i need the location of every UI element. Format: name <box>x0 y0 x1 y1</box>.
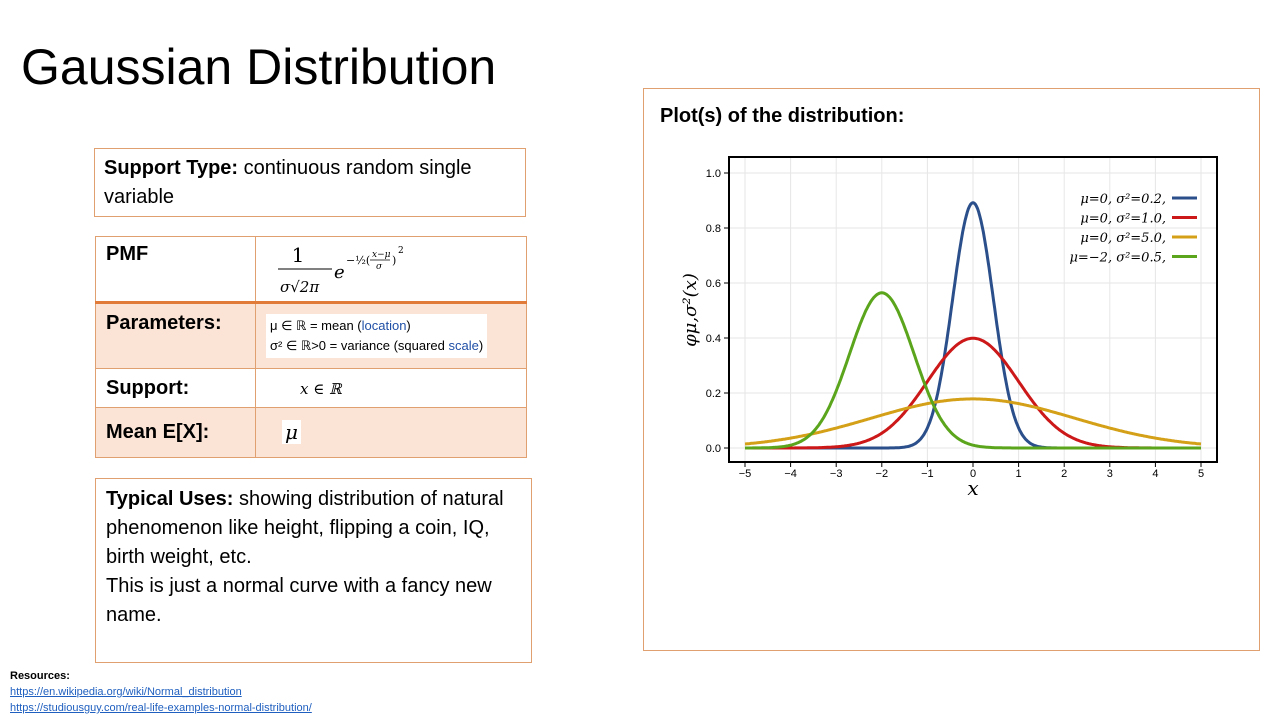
support-type-label: Support Type: <box>104 157 239 179</box>
resource-link-wikipedia[interactable]: https://en.wikipedia.org/wiki/Normal_dis… <box>10 686 242 698</box>
x-tick-label: −3 <box>830 468 843 480</box>
svg-text:x−μ: x−μ <box>372 250 391 260</box>
x-tick-label: 0 <box>970 468 976 480</box>
x-tick-label: −2 <box>876 468 889 480</box>
pmf-label: PMF <box>95 236 256 304</box>
support-type-box: Support Type: continuous random single v… <box>94 148 526 217</box>
plot-title: Plot(s) of the distribution: <box>660 105 905 127</box>
param-mean: μ ∈ ℝ = mean ( <box>270 318 362 333</box>
resources-label: Resources: <box>10 670 70 682</box>
slide-title: Gaussian Distribution <box>21 39 497 95</box>
param-mean-end: ) <box>406 318 411 333</box>
mean-label: Mean E[X]: <box>95 407 256 458</box>
legend-label-1: μ=0, σ²=1.0, <box>1080 212 1166 227</box>
mean-cell: μ <box>255 407 527 458</box>
pmf-formula-cell: 1 σ√2π e −½( x−μ σ ) 2 <box>255 236 527 304</box>
parameters-value: μ ∈ ℝ = mean (location) σ² ∈ ℝ>0 = varia… <box>266 314 488 358</box>
mean-value: μ <box>282 420 301 444</box>
svg-text:): ) <box>392 254 396 267</box>
legend-label-3: μ=−2, σ²=0.5, <box>1069 251 1166 266</box>
resource-link-studiousguy[interactable]: https://studiousguy.com/real-life-exampl… <box>10 702 312 714</box>
location-link[interactable]: location <box>361 318 407 333</box>
plot-box: Plot(s) of the distribution: <box>643 88 1260 651</box>
typical-uses-label: Typical Uses: <box>106 488 234 510</box>
support-value: x ∈ ℝ <box>300 379 342 398</box>
typical-uses-text: showing distribution of natural phenomen… <box>106 488 504 568</box>
y-tick-label: 0.0 <box>706 443 721 455</box>
x-tick-label: 3 <box>1107 468 1113 480</box>
resources: Resources: https://en.wikipedia.org/wiki… <box>10 668 312 716</box>
x-tick-label: 1 <box>1016 468 1022 480</box>
y-tick-label: 0.2 <box>706 388 721 400</box>
param-variance-end: ) <box>478 338 484 353</box>
svg-text:1: 1 <box>292 243 305 267</box>
x-tick-label: −5 <box>739 468 752 480</box>
svg-text:−½(: −½( <box>346 254 370 267</box>
y-tick-label: 1.0 <box>706 168 721 180</box>
y-tick-label: 0.8 <box>706 223 721 235</box>
param-variance: σ² ∈ ℝ>0 = variance (squared <box>270 338 449 353</box>
parameters-cell: μ ∈ ℝ = mean (location) σ² ∈ ℝ>0 = varia… <box>255 302 527 369</box>
support-label: Support: <box>95 368 256 408</box>
x-axis-label: x <box>967 476 978 500</box>
legend-label-2: μ=0, σ²=5.0, <box>1080 231 1166 246</box>
x-tick-label: 2 <box>1061 468 1067 480</box>
svg-text:σ√2π: σ√2π <box>280 278 320 296</box>
typical-uses-note: This is just a normal curve with a fancy… <box>106 575 492 626</box>
pmf-formula: 1 σ√2π e −½( x−μ σ ) 2 <box>278 243 404 296</box>
legend-label-0: μ=0, σ²=0.2, <box>1080 192 1166 207</box>
y-tick-label: 0.4 <box>706 333 721 345</box>
svg-text:σ: σ <box>376 262 383 272</box>
typical-uses-box: Typical Uses: showing distribution of na… <box>95 478 532 663</box>
x-tick-label: −4 <box>784 468 797 480</box>
y-axis-label: φμ,σ²(x) <box>680 273 701 347</box>
series-line-3 <box>745 291 1201 450</box>
properties-table: PMF 1 σ√2π e −½( x−μ σ ) 2 Parameters: μ… <box>95 236 527 458</box>
x-tick-label: −1 <box>921 468 934 480</box>
scale-link[interactable]: scale <box>448 338 479 353</box>
series-line-2 <box>744 397 1202 446</box>
x-tick-label: 4 <box>1152 468 1158 480</box>
svg-text:e: e <box>334 262 345 283</box>
svg-text:2: 2 <box>398 246 404 256</box>
support-type-value: continuous random single variable <box>104 157 472 208</box>
x-tick-label: 5 <box>1198 468 1204 480</box>
support-cell: x ∈ ℝ <box>255 368 527 408</box>
parameters-label: Parameters: <box>95 302 256 369</box>
y-tick-label: 0.6 <box>706 278 721 290</box>
